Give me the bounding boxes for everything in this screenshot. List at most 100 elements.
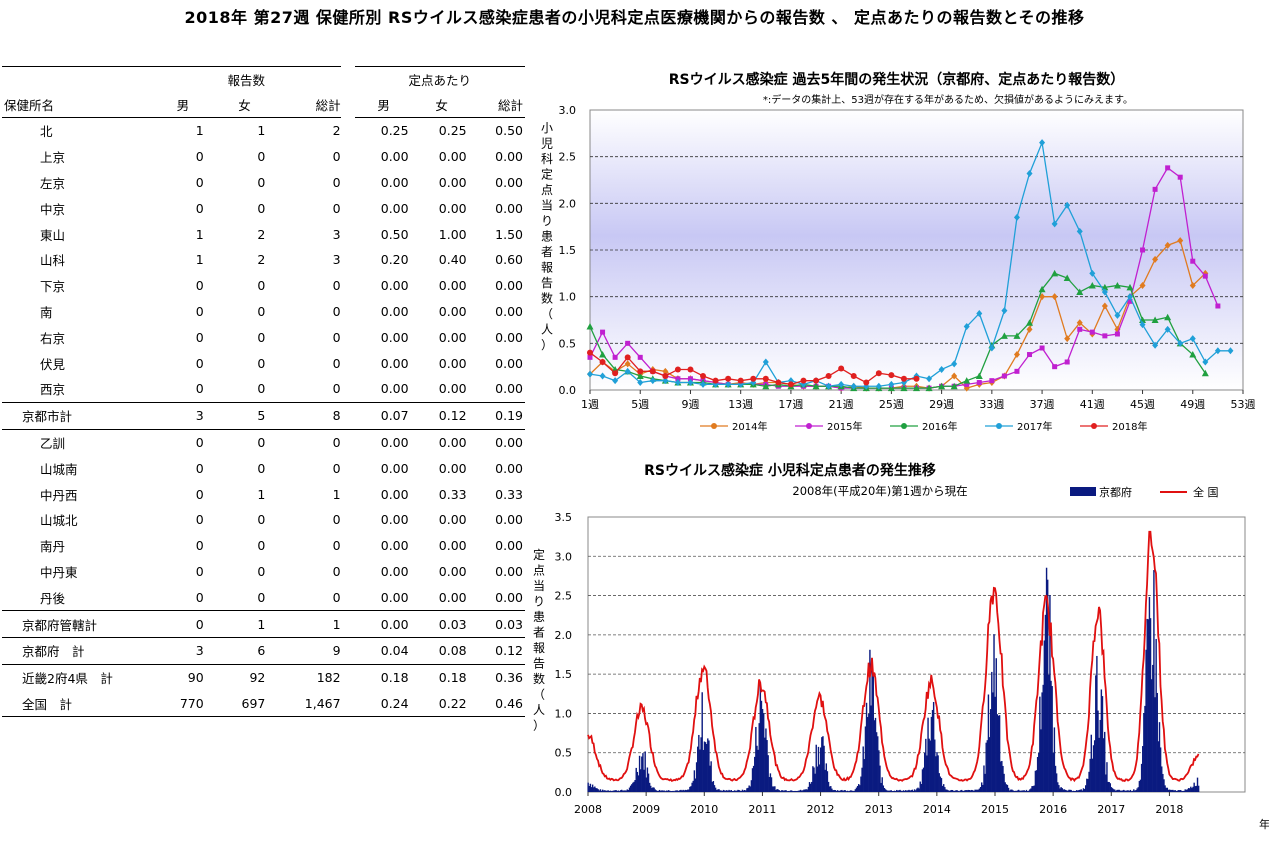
kyoto-bar [691,782,693,792]
kyoto-bar [669,790,671,792]
x-tick-label: 17週 [778,398,803,411]
x-tick-label: 2010 [690,803,718,816]
kyoto-bar [923,752,926,792]
kyoto-bar [964,790,966,792]
kyoto-bar [1144,705,1146,792]
header-col-5: 女 [412,91,471,118]
data-point [1190,258,1196,264]
kyoto-bar [941,785,944,792]
kyoto-bar [727,790,729,792]
kyoto-bar [951,789,954,792]
data-point [913,384,920,392]
cell-count: 0 [332,329,341,345]
cell-per-site: 0.08 [412,636,471,665]
kyoto-bar [692,780,694,792]
data-point [762,382,770,390]
kyoto-bar [1038,752,1040,792]
row-name: 下京 [40,279,66,295]
kyoto-bar [704,742,707,792]
data-point [1214,347,1221,355]
kyoto-bar [1164,785,1166,792]
kyoto-bar [809,783,812,792]
header-col-2: 女 [213,91,276,118]
kyoto-bar [597,789,599,792]
row-name: 乙訓 [2,428,152,456]
kyoto-bar [1052,752,1054,792]
kyoto-bar [1194,786,1196,792]
kyoto-bar [1007,787,1010,792]
kyoto-bar [1153,570,1155,792]
data-point [1076,319,1083,327]
data-point [1165,165,1171,171]
kyoto-bar [841,789,843,792]
data-point [900,375,907,382]
kyoto-bar [1050,680,1052,792]
kyoto-bar [639,769,642,792]
kyoto-bar [884,789,887,792]
kyoto-bar [1098,737,1100,792]
kyoto-bar [987,694,990,792]
kyoto-bar [719,790,721,792]
data-point [675,376,681,382]
row-name: 西京 [40,382,66,398]
data-point [737,377,744,384]
kyoto-bar [1062,789,1065,792]
cell-count: 0 [195,149,204,165]
kyoto-bar [953,790,955,792]
kyoto-bar [1055,773,1058,792]
kyoto-bar [1097,710,1099,792]
kyoto-bar [978,788,981,792]
y-tick-label: 0.5 [559,337,577,350]
kyoto-bar [858,784,860,792]
data-point [1151,316,1159,323]
kyoto-bar [823,745,825,792]
cell-count: 3 [332,252,341,268]
data-point [1026,325,1033,333]
kyoto-bar [709,765,711,792]
cell-per-site: 0.00 [438,589,467,605]
kyoto-bar [1165,787,1167,792]
kyoto-bar [864,726,867,792]
kyoto-bar [1031,786,1033,792]
kyoto-bar [1030,788,1032,792]
kyoto-bar [699,749,701,792]
kyoto-bar [946,789,948,792]
y-axis-label-char: 報 [541,261,553,275]
kyoto-bar [1181,791,1183,792]
cell-count: 1 [195,252,204,268]
y-axis-label-char: 告 [533,657,545,671]
kyoto-bar [915,790,917,792]
kyoto-bar [821,737,823,792]
kyoto-bar [912,790,915,792]
cell-per-site: 0.00 [380,538,409,554]
cell-gap [341,507,355,533]
kyoto-bar [703,741,706,792]
kyoto-bar [1187,788,1190,792]
kyoto-bar [1067,790,1069,792]
cell-count: 1 [257,123,266,139]
kyoto-bar [599,789,602,792]
cell-gap [341,299,355,325]
y-axis-label-char: 定 [533,547,545,562]
data-point [599,359,606,365]
kyoto-bar [1076,790,1078,792]
kyoto-bar [1171,789,1173,792]
cell-count: 8 [275,401,341,430]
kyoto-bar [901,791,904,792]
kyoto-bar [721,790,724,792]
chart-title: RSウイルス感染症 小児科定点患者の発生推移 [644,462,936,479]
chart-trend: RSウイルス感染症 小児科定点患者の発生推移 2008年(平成20年)第1週から現… [533,462,1269,831]
table-row: 上京 0 0 0 0.00 0.00 0.00 [2,144,525,170]
cell-count: 0 [195,589,204,605]
legend-label: 2015年 [827,420,862,433]
cell-per-site: 0.00 [380,303,409,319]
data-point [687,376,693,382]
kyoto-bar [655,790,658,792]
kyoto-bar [982,784,984,792]
cell-count: 0 [332,174,341,190]
data-point [586,323,594,330]
data-point [900,384,908,392]
kyoto-bar [996,714,999,792]
kyoto-bar [747,787,749,792]
cell-per-site: 0.18 [412,663,471,691]
